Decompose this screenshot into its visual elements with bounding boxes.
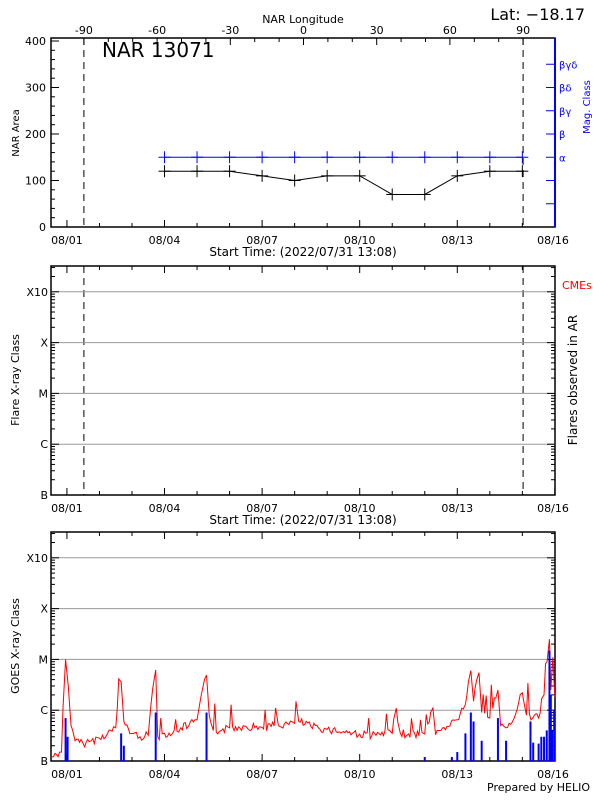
y-tick-label: 0 — [39, 221, 46, 234]
x-tick-label: 08/04 — [149, 768, 181, 781]
region-title: NAR 13071 — [102, 38, 215, 62]
top-axis-tick-label: 60 — [443, 24, 457, 37]
y-tick-label: 400 — [25, 35, 46, 48]
top-axis-tick-label: 0 — [300, 24, 307, 37]
x-tick-label: 08/13 — [441, 502, 473, 515]
area-series-line — [164, 170, 523, 195]
x-tick-label: 08/10 — [344, 502, 376, 515]
x-tick-label: 08/07 — [246, 234, 278, 247]
panel-3-frame — [50, 531, 556, 762]
x-tick-label: 08/16 — [537, 768, 569, 781]
top-axis-title: NAR Longitude — [262, 13, 344, 26]
x-tick-label: 08/07 — [246, 502, 278, 515]
x-tick-label: 08/01 — [51, 234, 83, 247]
panel-2-frame — [50, 265, 556, 496]
top-axis-tick-label: -60 — [148, 24, 166, 37]
panel3-ylabel: GOES X-ray Class — [9, 598, 22, 694]
y-tick-label: M — [39, 387, 49, 400]
x-tick-label: 08/07 — [246, 768, 278, 781]
lat-label: Lat: −18.17 — [490, 5, 585, 24]
x-tick-label: 08/13 — [441, 234, 473, 247]
credit: Prepared by HELIO — [487, 781, 590, 794]
y-tick-label: X10 — [26, 286, 48, 299]
panel1-ylabel: NAR Area — [11, 109, 22, 156]
y-tick-label: 200 — [25, 128, 46, 141]
mag-tick-label: α — [559, 153, 566, 164]
panel2-y2label: Flares observed in AR — [566, 315, 580, 445]
x-tick-label: 08/04 — [149, 234, 181, 247]
mag-tick-label: β — [559, 130, 565, 141]
y-tick-label: B — [40, 489, 48, 502]
cme-label: CMEs — [562, 279, 592, 292]
x-tick-label: 08/16 — [537, 502, 569, 515]
x-tick-label: 08/04 — [149, 502, 181, 515]
y-tick-label: X — [40, 603, 48, 616]
y-tick-label: C — [40, 704, 48, 717]
top-axis-tick-label: -30 — [221, 24, 239, 37]
y-tick-label: B — [40, 755, 48, 768]
y-tick-label: X — [40, 337, 48, 350]
top-axis-tick-label: -90 — [75, 24, 93, 37]
x-tick-label: 08/01 — [51, 768, 83, 781]
mag-tick-label: βγδ — [559, 60, 577, 71]
top-axis-tick-label: 30 — [370, 24, 384, 37]
x-tick-label: 08/13 — [441, 768, 473, 781]
y-tick-label: X10 — [26, 552, 48, 565]
x-tick-label: 08/01 — [51, 502, 83, 515]
panel2-ylabel: Flare X-ray Class — [9, 334, 22, 426]
y-tick-label: 300 — [25, 82, 46, 95]
x-tick-label: 08/10 — [344, 768, 376, 781]
goes-flux-line — [51, 639, 556, 758]
mag-tick-label: βγ — [559, 107, 571, 118]
top-axis-tick-label: 90 — [516, 24, 530, 37]
panel1-y2label: Mag. Class — [582, 80, 593, 134]
y-tick-label: M — [39, 653, 49, 666]
y-tick-label: C — [40, 438, 48, 451]
mag-tick-label: βδ — [559, 84, 572, 95]
panel2-xlabel: Start Time: (2022/07/31 13:08) — [209, 513, 396, 527]
x-tick-label: 08/10 — [344, 234, 376, 247]
panel-1-frame — [50, 37, 556, 228]
x-tick-label: 08/16 — [537, 234, 569, 247]
y-tick-label: 100 — [25, 175, 46, 188]
panel1-xlabel: Start Time: (2022/07/31 13:08) — [209, 245, 396, 259]
